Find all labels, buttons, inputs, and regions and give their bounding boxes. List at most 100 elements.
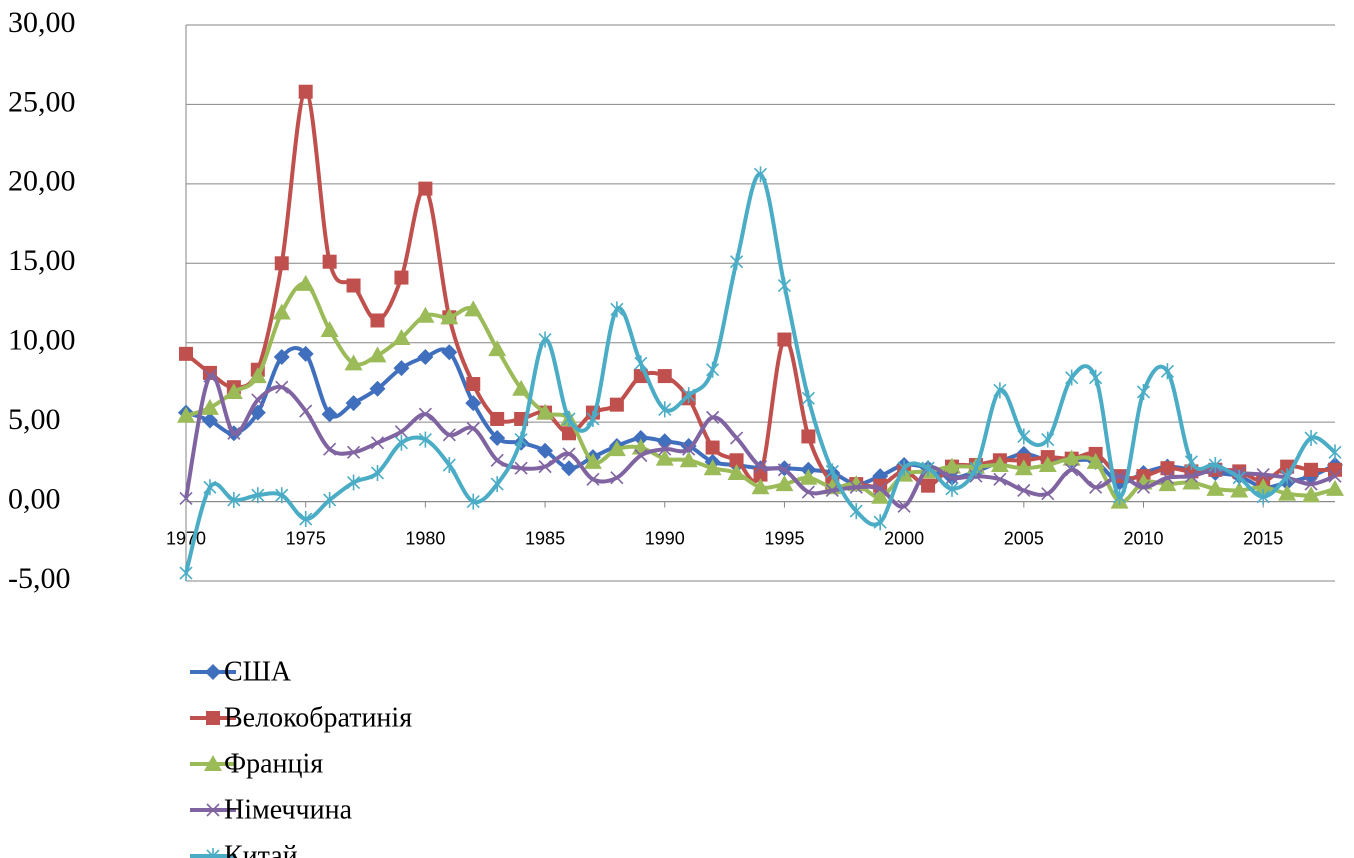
marker (1232, 469, 1246, 486)
marker (177, 406, 195, 423)
marker (825, 463, 839, 480)
marker (538, 331, 552, 348)
marker (1065, 463, 1079, 477)
marker (990, 456, 1009, 473)
marker (993, 382, 1007, 399)
marker (296, 274, 315, 291)
marker (346, 278, 361, 293)
marker (1065, 369, 1079, 386)
y-tick-label: 5,00 (8, 403, 61, 436)
marker (464, 300, 483, 317)
marker (1158, 475, 1177, 492)
marker (682, 442, 696, 456)
x-tick-label: 1980 (405, 528, 445, 548)
marker (871, 487, 890, 504)
marker (251, 487, 265, 504)
marker (1254, 478, 1273, 495)
marker (298, 84, 313, 99)
marker (272, 303, 291, 320)
marker (703, 459, 722, 476)
marker (1326, 479, 1344, 496)
marker (299, 511, 313, 528)
marker (416, 306, 435, 323)
marker (562, 447, 576, 461)
marker (658, 401, 672, 418)
y-tick-label: 30,00 (8, 6, 76, 39)
marker (206, 803, 220, 817)
marker (273, 349, 290, 366)
marker (1062, 449, 1081, 466)
marker (1328, 462, 1342, 477)
x-tick-label: 2005 (1004, 528, 1044, 548)
marker (248, 367, 267, 384)
marker (753, 166, 768, 183)
marker (656, 433, 673, 450)
marker (466, 377, 481, 392)
marker (1302, 486, 1321, 503)
marker (849, 480, 863, 494)
marker (777, 277, 792, 294)
marker (538, 460, 552, 474)
marker (1160, 471, 1175, 485)
marker (1278, 484, 1297, 501)
marker (489, 430, 506, 447)
marker (488, 340, 507, 357)
marker (394, 270, 409, 285)
marker (1304, 462, 1319, 477)
marker (370, 464, 385, 481)
marker (393, 360, 410, 377)
marker (706, 361, 720, 378)
marker (586, 410, 600, 427)
x-tick-label: 1975 (286, 528, 326, 548)
marker (873, 514, 887, 531)
marker (1017, 428, 1031, 445)
x-tick-label: 1995 (764, 528, 804, 548)
marker (945, 480, 959, 497)
marker (825, 483, 839, 498)
marker (921, 478, 936, 493)
marker (849, 503, 863, 520)
marker (1089, 480, 1103, 494)
marker (801, 485, 815, 499)
marker (897, 460, 911, 477)
marker (203, 369, 217, 383)
marker (490, 453, 504, 467)
marker (490, 476, 504, 493)
marker (394, 425, 409, 439)
x-tick-label: 1985 (525, 528, 565, 548)
marker (323, 491, 337, 508)
marker (562, 426, 576, 441)
marker (1206, 479, 1225, 496)
marker (1304, 430, 1318, 447)
marker (753, 460, 768, 474)
marker (897, 499, 911, 513)
marker (706, 410, 720, 424)
marker (801, 390, 815, 407)
marker (465, 395, 482, 412)
x-tick-label: 2015 (1243, 528, 1283, 548)
y-tick-label: 10,00 (8, 324, 76, 357)
marker (1304, 477, 1318, 491)
marker (655, 449, 674, 466)
marker (777, 463, 792, 477)
marker (322, 254, 337, 269)
marker (1089, 369, 1103, 386)
marker (1208, 457, 1222, 474)
series (179, 369, 1342, 513)
marker (417, 349, 434, 366)
marker (1017, 483, 1031, 498)
marker (205, 664, 221, 680)
marker (490, 411, 505, 426)
marker (561, 460, 577, 477)
series-line (184, 172, 1337, 574)
marker (729, 453, 744, 468)
marker (320, 321, 339, 338)
marker (634, 355, 648, 372)
marker (369, 380, 386, 397)
marker (275, 487, 289, 504)
marker (275, 380, 289, 394)
marker (206, 848, 220, 858)
marker (705, 440, 720, 455)
x-tick-label: 1970 (166, 528, 206, 548)
